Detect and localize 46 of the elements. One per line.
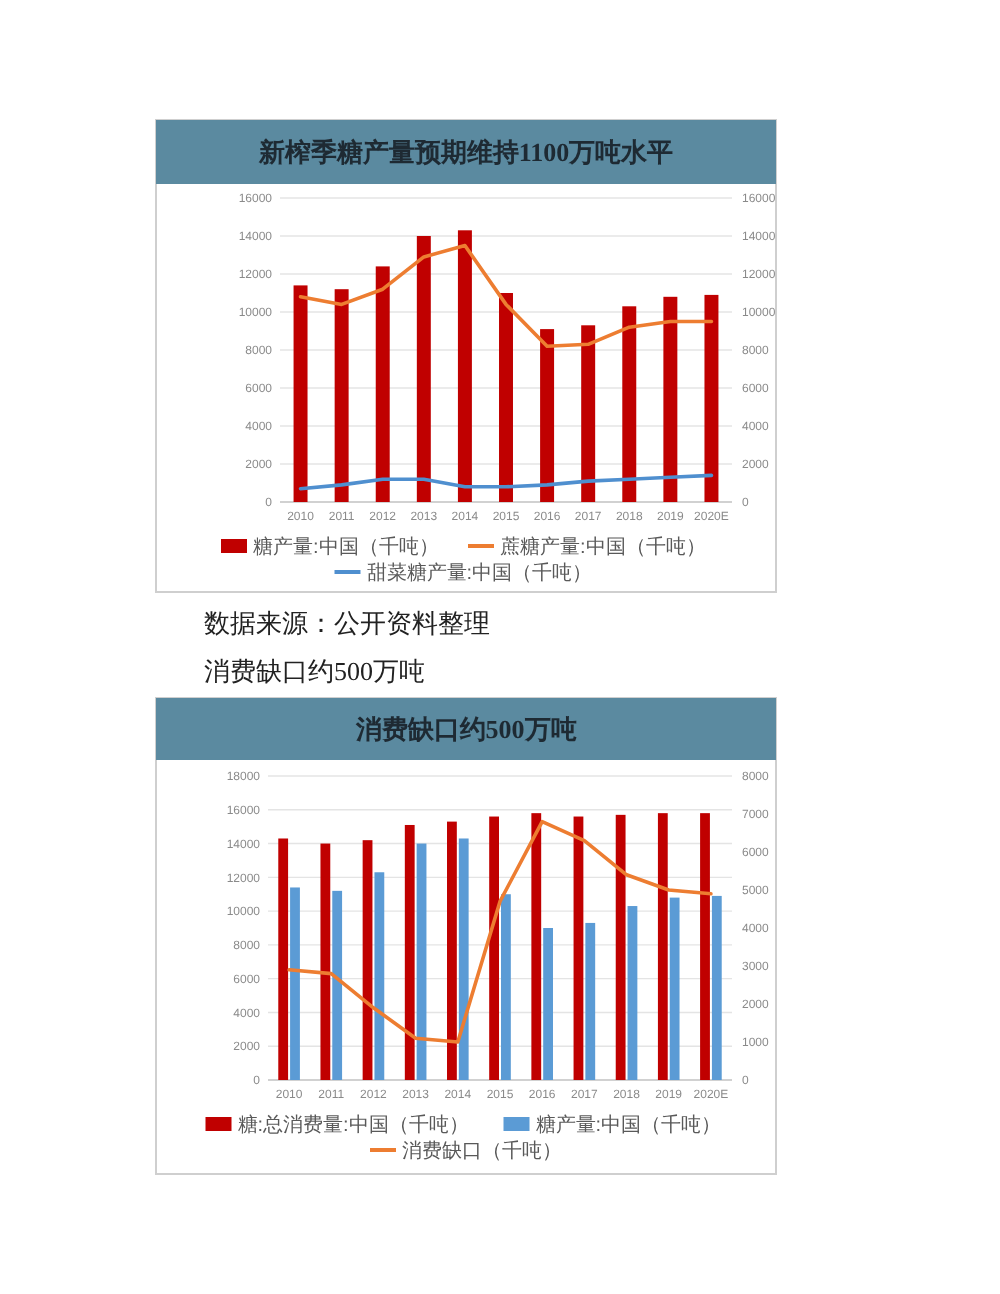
legend-label: 消费缺口（千吨） bbox=[402, 1139, 562, 1163]
bar bbox=[531, 813, 542, 1080]
bar bbox=[622, 306, 637, 502]
bar bbox=[489, 816, 499, 1080]
bar bbox=[320, 843, 331, 1080]
legend-label: 蔗糖产量:中国（千吨） bbox=[500, 535, 706, 559]
bar bbox=[711, 895, 722, 1080]
line-series bbox=[298, 473, 714, 491]
legend-label: 糖产量:中国（千吨） bbox=[253, 535, 439, 559]
bar bbox=[573, 816, 584, 1080]
bar bbox=[375, 266, 390, 502]
bar bbox=[669, 897, 680, 1080]
chart-title: 消费缺口约500万吨 bbox=[353, 714, 577, 745]
bar bbox=[627, 906, 638, 1080]
bar bbox=[293, 285, 308, 502]
line-series bbox=[287, 819, 713, 1044]
bar bbox=[334, 289, 349, 502]
source-note: 数据来源：公开资料整理 bbox=[204, 608, 490, 638]
bar bbox=[416, 236, 431, 502]
chart-title: 新榨季糖产量预期维持1100万吨水平 bbox=[256, 137, 674, 168]
bar bbox=[416, 843, 427, 1080]
bar bbox=[543, 928, 553, 1080]
bar bbox=[501, 894, 511, 1080]
bar bbox=[447, 821, 457, 1080]
bar bbox=[458, 838, 469, 1080]
legend-label: 糖产量:中国（千吨） bbox=[535, 1113, 722, 1137]
bar bbox=[290, 887, 300, 1080]
bar bbox=[278, 838, 289, 1080]
legend-label: 糖:总消费量:中国（千吨） bbox=[237, 1113, 469, 1137]
bar bbox=[374, 872, 385, 1080]
bar bbox=[657, 813, 668, 1080]
legend-label: 甜菜糖产量:中国（千吨） bbox=[366, 561, 593, 585]
bar bbox=[332, 890, 343, 1080]
bar bbox=[362, 840, 373, 1080]
bar bbox=[499, 293, 513, 502]
line-series bbox=[298, 243, 714, 348]
text: 消费缺口约500万吨 bbox=[204, 656, 425, 686]
bar bbox=[615, 814, 626, 1080]
bar bbox=[700, 813, 710, 1080]
bar bbox=[663, 296, 678, 502]
bar bbox=[404, 824, 415, 1080]
bar bbox=[540, 329, 555, 502]
bar bbox=[585, 922, 596, 1080]
bar bbox=[581, 325, 596, 502]
bar bbox=[704, 294, 719, 502]
bar bbox=[457, 230, 472, 502]
